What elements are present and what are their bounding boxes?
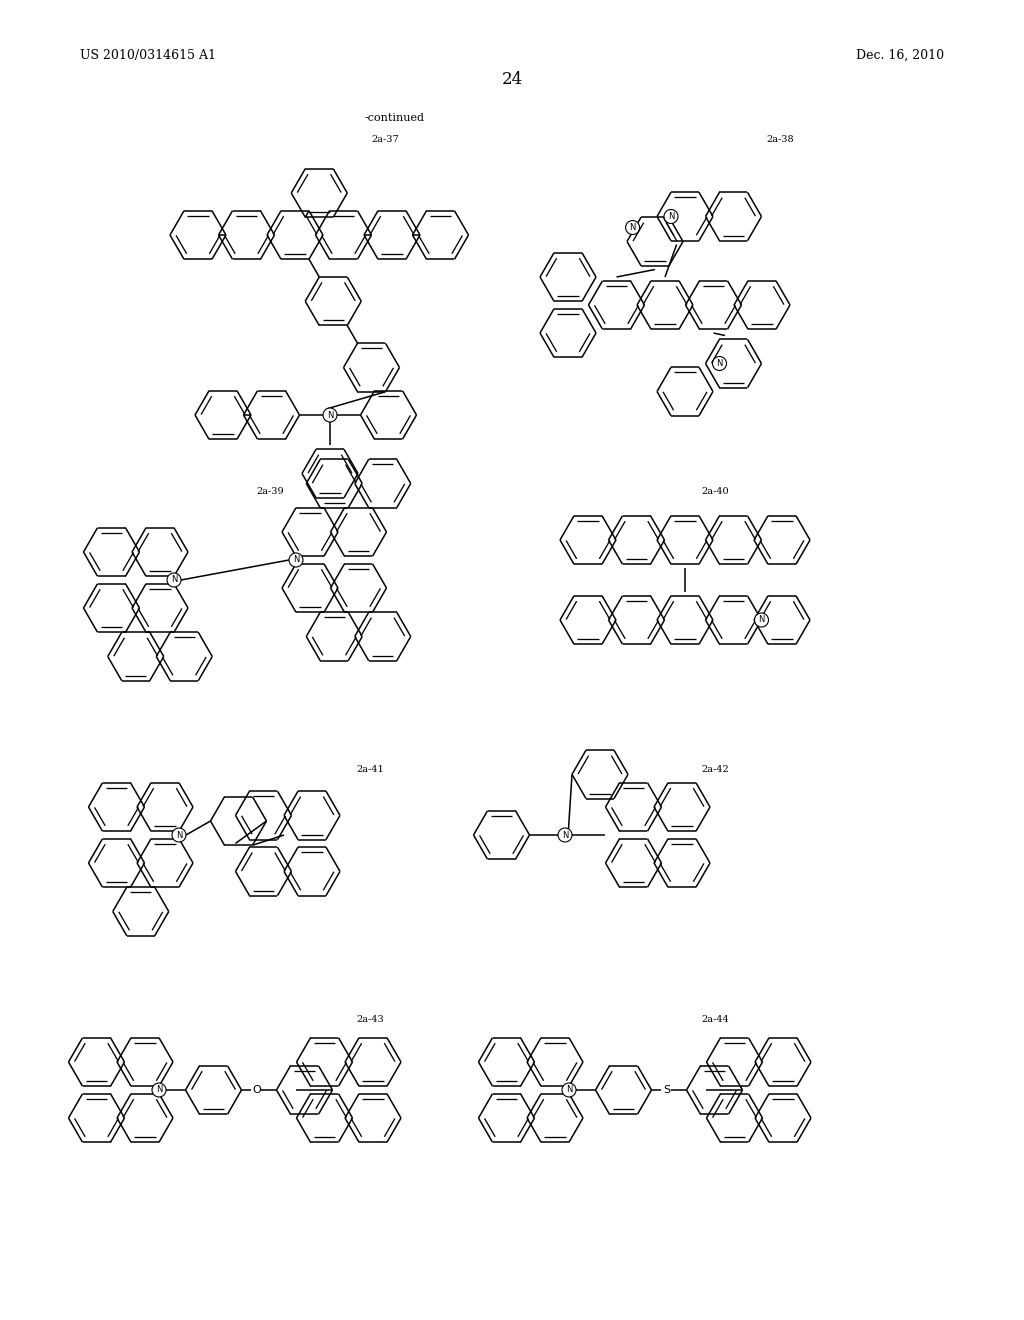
Text: 2a-38: 2a-38 [766, 136, 794, 144]
Circle shape [152, 1082, 166, 1097]
Circle shape [562, 1082, 575, 1097]
Text: US 2010/0314615 A1: US 2010/0314615 A1 [80, 49, 216, 62]
Circle shape [323, 408, 337, 422]
Text: N: N [566, 1085, 572, 1094]
Text: 2a-39: 2a-39 [256, 487, 284, 496]
Circle shape [713, 356, 726, 371]
Text: N: N [630, 223, 636, 232]
Text: 2a-37: 2a-37 [371, 136, 399, 144]
Text: 24: 24 [502, 71, 522, 88]
Text: N: N [327, 411, 333, 420]
Text: Dec. 16, 2010: Dec. 16, 2010 [856, 49, 944, 62]
Text: O: O [252, 1085, 261, 1096]
Circle shape [172, 828, 186, 842]
Text: N: N [668, 213, 674, 220]
Circle shape [289, 553, 303, 568]
Text: N: N [717, 359, 723, 368]
Circle shape [558, 828, 572, 842]
Text: N: N [156, 1085, 162, 1094]
Text: N: N [171, 576, 177, 585]
Text: 2a-44: 2a-44 [701, 1015, 729, 1024]
Text: N: N [562, 830, 568, 840]
Text: N: N [759, 615, 765, 624]
Text: 2a-43: 2a-43 [356, 1015, 384, 1024]
Circle shape [664, 210, 678, 223]
Text: S: S [663, 1085, 670, 1096]
Circle shape [626, 220, 640, 235]
Text: N: N [176, 830, 182, 840]
Circle shape [167, 573, 181, 587]
Text: -continued: -continued [365, 114, 425, 123]
Text: 2a-42: 2a-42 [701, 766, 729, 775]
Circle shape [755, 612, 768, 627]
Text: 2a-40: 2a-40 [701, 487, 729, 496]
Text: N: N [293, 556, 299, 565]
Text: 2a-41: 2a-41 [356, 766, 384, 775]
